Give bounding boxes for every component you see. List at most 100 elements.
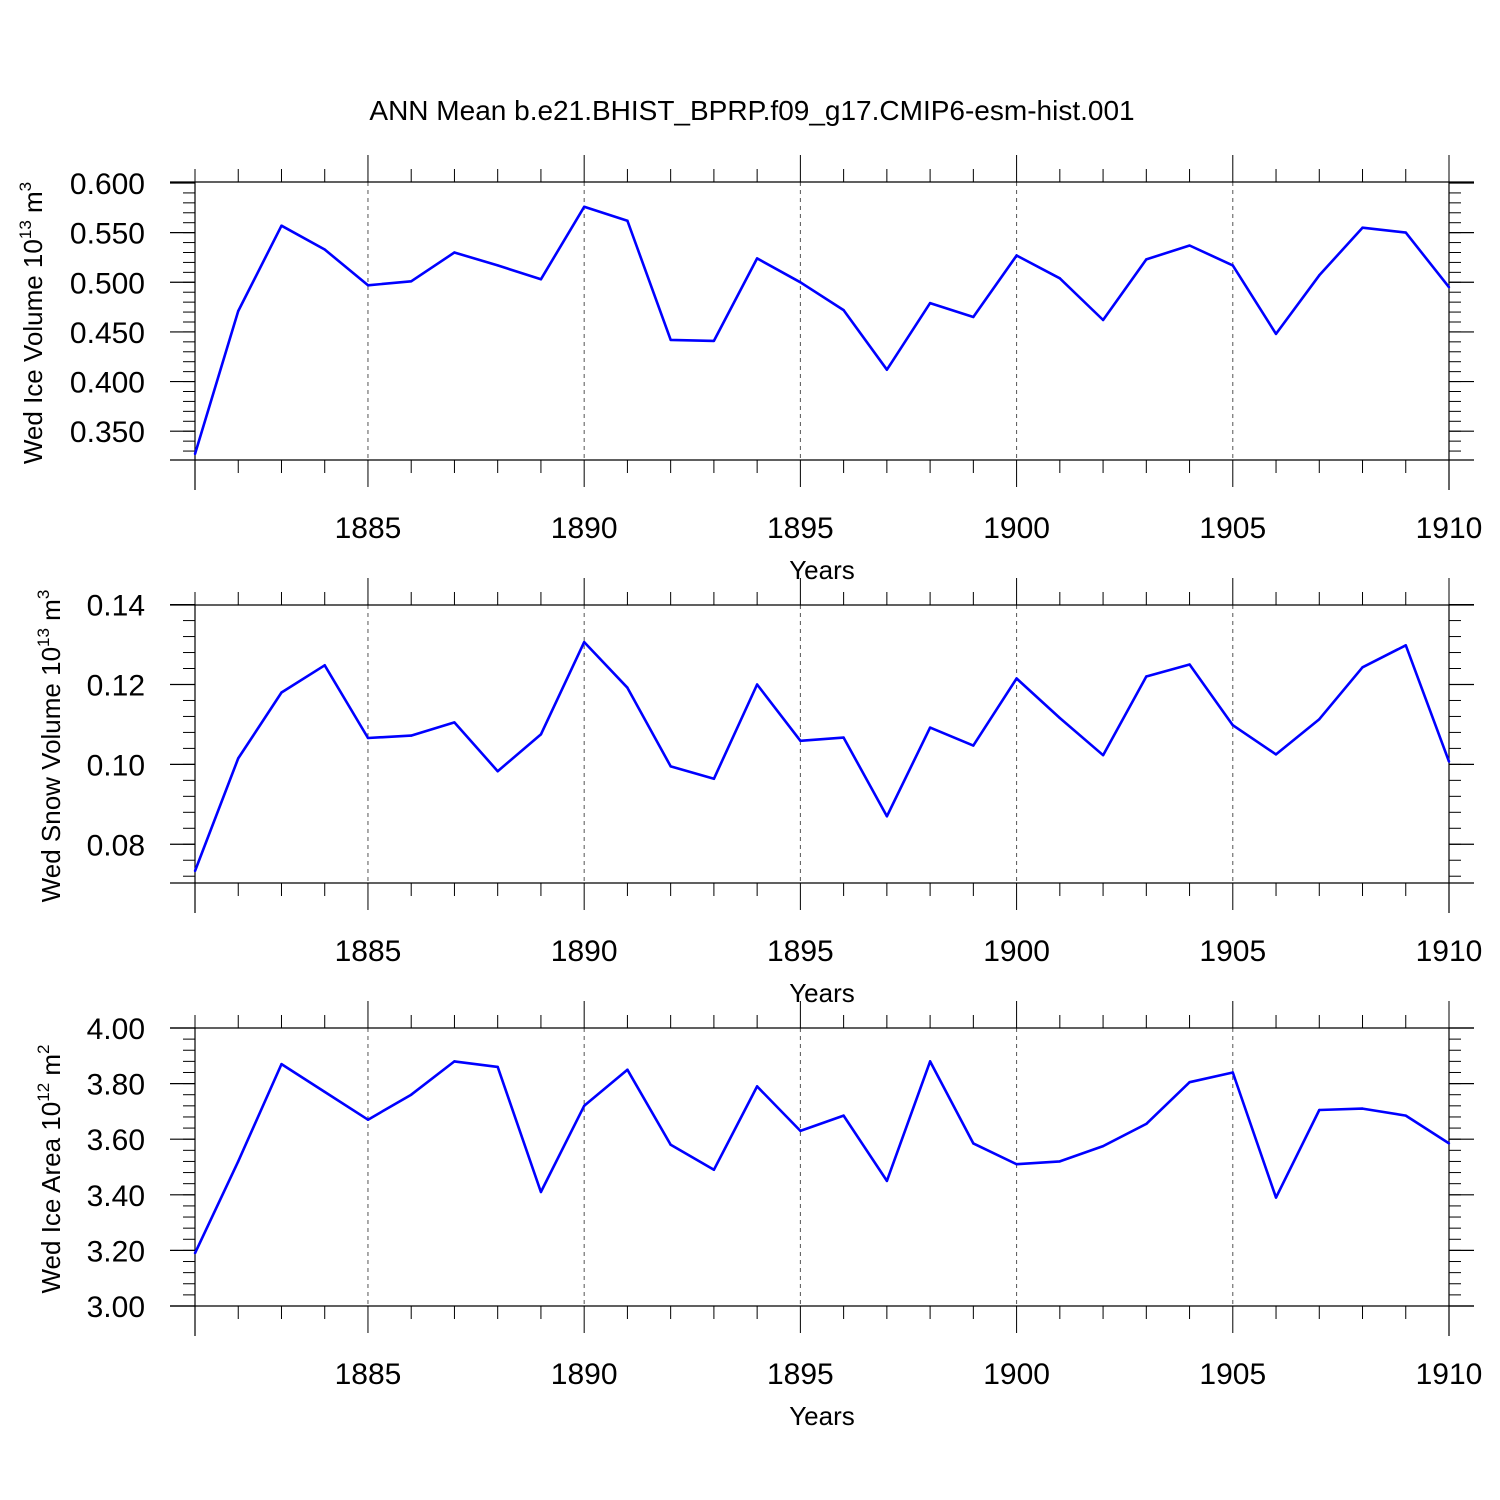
data-point — [323, 664, 326, 667]
data-point — [1318, 718, 1321, 721]
data-point — [928, 726, 932, 729]
data-point — [323, 1090, 326, 1094]
data-point — [1145, 675, 1148, 678]
data-point — [582, 1104, 586, 1108]
data-point — [1404, 644, 1407, 647]
data-point — [669, 765, 672, 768]
data-point — [842, 736, 845, 739]
data-point — [193, 869, 197, 873]
data-point — [1447, 1142, 1451, 1145]
data-point — [928, 301, 932, 305]
series-line — [193, 640, 1451, 872]
data-point — [755, 257, 759, 260]
y-tick-label: 0.12 — [87, 669, 145, 702]
y-tick-label: 3.20 — [87, 1235, 145, 1268]
x-tick-label: 1885 — [335, 512, 402, 545]
x-axis-label: Years — [789, 978, 855, 1008]
data-point — [1318, 1108, 1321, 1112]
data-point — [1101, 1144, 1105, 1148]
data-point — [410, 280, 413, 283]
data-point — [1145, 1122, 1148, 1126]
y-tick-label: 3.60 — [87, 1124, 145, 1157]
chart-panel-2: 0.08 0.10 0.12 0.14 1885 1890 1895 1900 1905 1910… — [34, 578, 1482, 1008]
data-point — [1318, 274, 1321, 277]
y-tick-label: 0.10 — [87, 749, 145, 782]
data-point — [1058, 277, 1062, 280]
data-point — [193, 452, 197, 456]
data-point — [885, 368, 889, 371]
data-point — [755, 683, 759, 686]
data-point — [237, 309, 240, 313]
data-point — [885, 1179, 889, 1183]
data-point — [366, 1118, 370, 1121]
data-point — [1231, 1071, 1234, 1074]
panels-container: 0.350 0.400 0.450 0.500 0.550 0.600 1885 1890 18… — [16, 155, 1482, 1431]
data-point — [626, 219, 629, 222]
data-point — [539, 733, 543, 736]
x-tick-label: 1905 — [1199, 935, 1266, 968]
x-tick-label: 1885 — [335, 935, 402, 968]
y-tick-label: 0.500 — [70, 267, 145, 300]
data-point — [842, 308, 845, 312]
y-tick-label: 0.400 — [70, 367, 145, 400]
data-point — [1274, 1196, 1278, 1199]
data-point — [669, 1143, 672, 1146]
chart-panel-1: 0.350 0.400 0.450 0.500 0.550 0.600 1885 1890 18… — [16, 155, 1482, 585]
data-point — [1447, 286, 1451, 289]
data-point — [496, 769, 499, 773]
x-tick-label: 1910 — [1416, 935, 1483, 968]
y-tick-label: 0.450 — [70, 317, 145, 350]
data-point — [1361, 666, 1364, 669]
data-point — [799, 281, 802, 284]
x-tick-label: 1910 — [1416, 512, 1483, 545]
data-point — [755, 1085, 759, 1088]
data-point — [410, 1093, 413, 1096]
data-point — [885, 815, 889, 818]
data-point — [366, 284, 370, 287]
x-axis-label: Years — [789, 1401, 855, 1431]
data-point — [972, 1142, 975, 1145]
data-point — [1015, 677, 1018, 680]
data-point — [712, 777, 716, 780]
data-point — [1015, 254, 1018, 257]
figure-title: ANN Mean b.e21.BHIST_BPRP.f09_g17.CMIP6-… — [369, 95, 1134, 126]
x-tick-label: 1905 — [1199, 512, 1266, 545]
data-point — [280, 1062, 283, 1066]
y-tick-label: 3.80 — [87, 1069, 145, 1102]
y-axis-label: Wed Ice Area 1012 m2 — [34, 1044, 66, 1293]
data-point — [582, 205, 586, 209]
y-tick-label: 0.14 — [87, 590, 145, 623]
data-point — [1058, 1160, 1062, 1163]
data-point — [280, 224, 283, 227]
data-point — [453, 1060, 456, 1063]
data-point — [712, 339, 716, 343]
x-tick-label: 1895 — [767, 1358, 834, 1391]
x-tick-label: 1890 — [551, 1358, 618, 1391]
data-point — [712, 1168, 716, 1171]
x-tick-label: 1900 — [983, 935, 1050, 968]
data-point — [193, 1251, 197, 1255]
data-point — [1361, 1107, 1364, 1110]
data-point — [323, 248, 326, 251]
x-axis-label: Years — [789, 555, 855, 585]
x-tick-label: 1890 — [551, 512, 618, 545]
y-tick-label: 0.350 — [70, 416, 145, 449]
x-tick-label: 1900 — [983, 1358, 1050, 1391]
series-line — [193, 205, 1451, 455]
y-tick-label: 0.600 — [70, 168, 145, 201]
data-point — [842, 1114, 845, 1117]
data-point — [1145, 258, 1148, 261]
data-point — [1404, 1114, 1407, 1117]
data-point — [972, 744, 975, 747]
data-point — [1015, 1163, 1018, 1166]
x-tick-label: 1885 — [335, 1358, 402, 1391]
data-point — [280, 691, 283, 694]
data-point — [453, 251, 456, 254]
data-point — [539, 1190, 543, 1194]
data-point — [1274, 332, 1278, 336]
data-point — [1188, 663, 1191, 666]
y-tick-label: 0.08 — [87, 829, 145, 862]
y-tick-label: 3.40 — [87, 1180, 145, 1213]
y-tick-label: 4.00 — [87, 1013, 145, 1046]
